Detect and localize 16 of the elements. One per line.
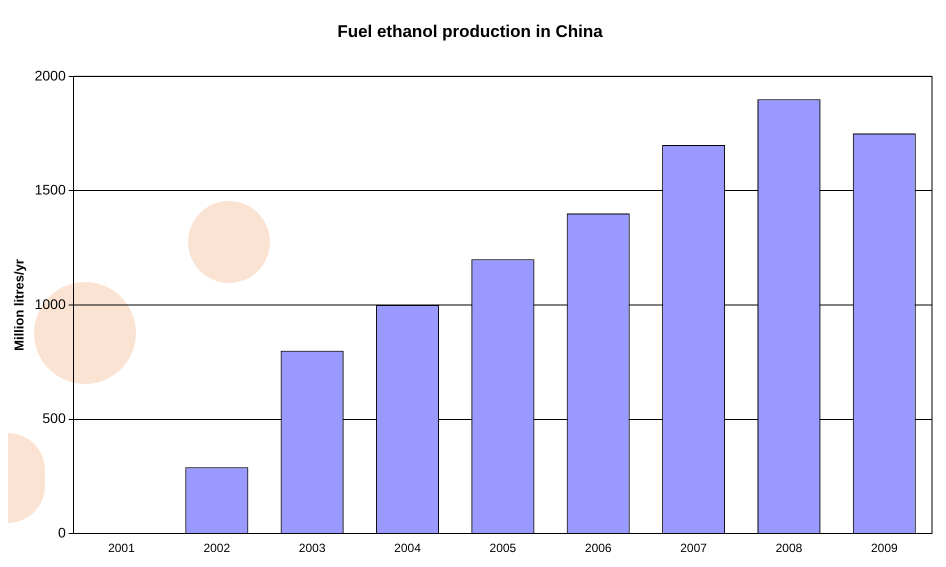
x-tick-label: 2008 <box>776 541 803 556</box>
x-tick-label: 2009 <box>870 541 898 556</box>
x-tick-label: 2007 <box>680 541 708 556</box>
y-tick-label: 500 <box>42 410 66 426</box>
x-tick-label: 2002 <box>203 541 230 556</box>
y-tick-label: 2000 <box>34 67 66 84</box>
y-axis-title: Million litres/yr <box>11 259 26 351</box>
x-tick-label: 2005 <box>490 541 517 556</box>
y-tick-label: 0 <box>58 524 66 540</box>
chart-title: Fuel ethanol production in China <box>337 22 604 41</box>
x-tick-label: 2001 <box>108 541 136 556</box>
x-tick-label: 2004 <box>394 541 422 556</box>
y-tick-label: 1500 <box>34 182 66 198</box>
x-tick-label: 2003 <box>298 541 326 556</box>
x-tick-label: 2006 <box>584 541 612 556</box>
y-tick-label: 1000 <box>34 296 66 312</box>
